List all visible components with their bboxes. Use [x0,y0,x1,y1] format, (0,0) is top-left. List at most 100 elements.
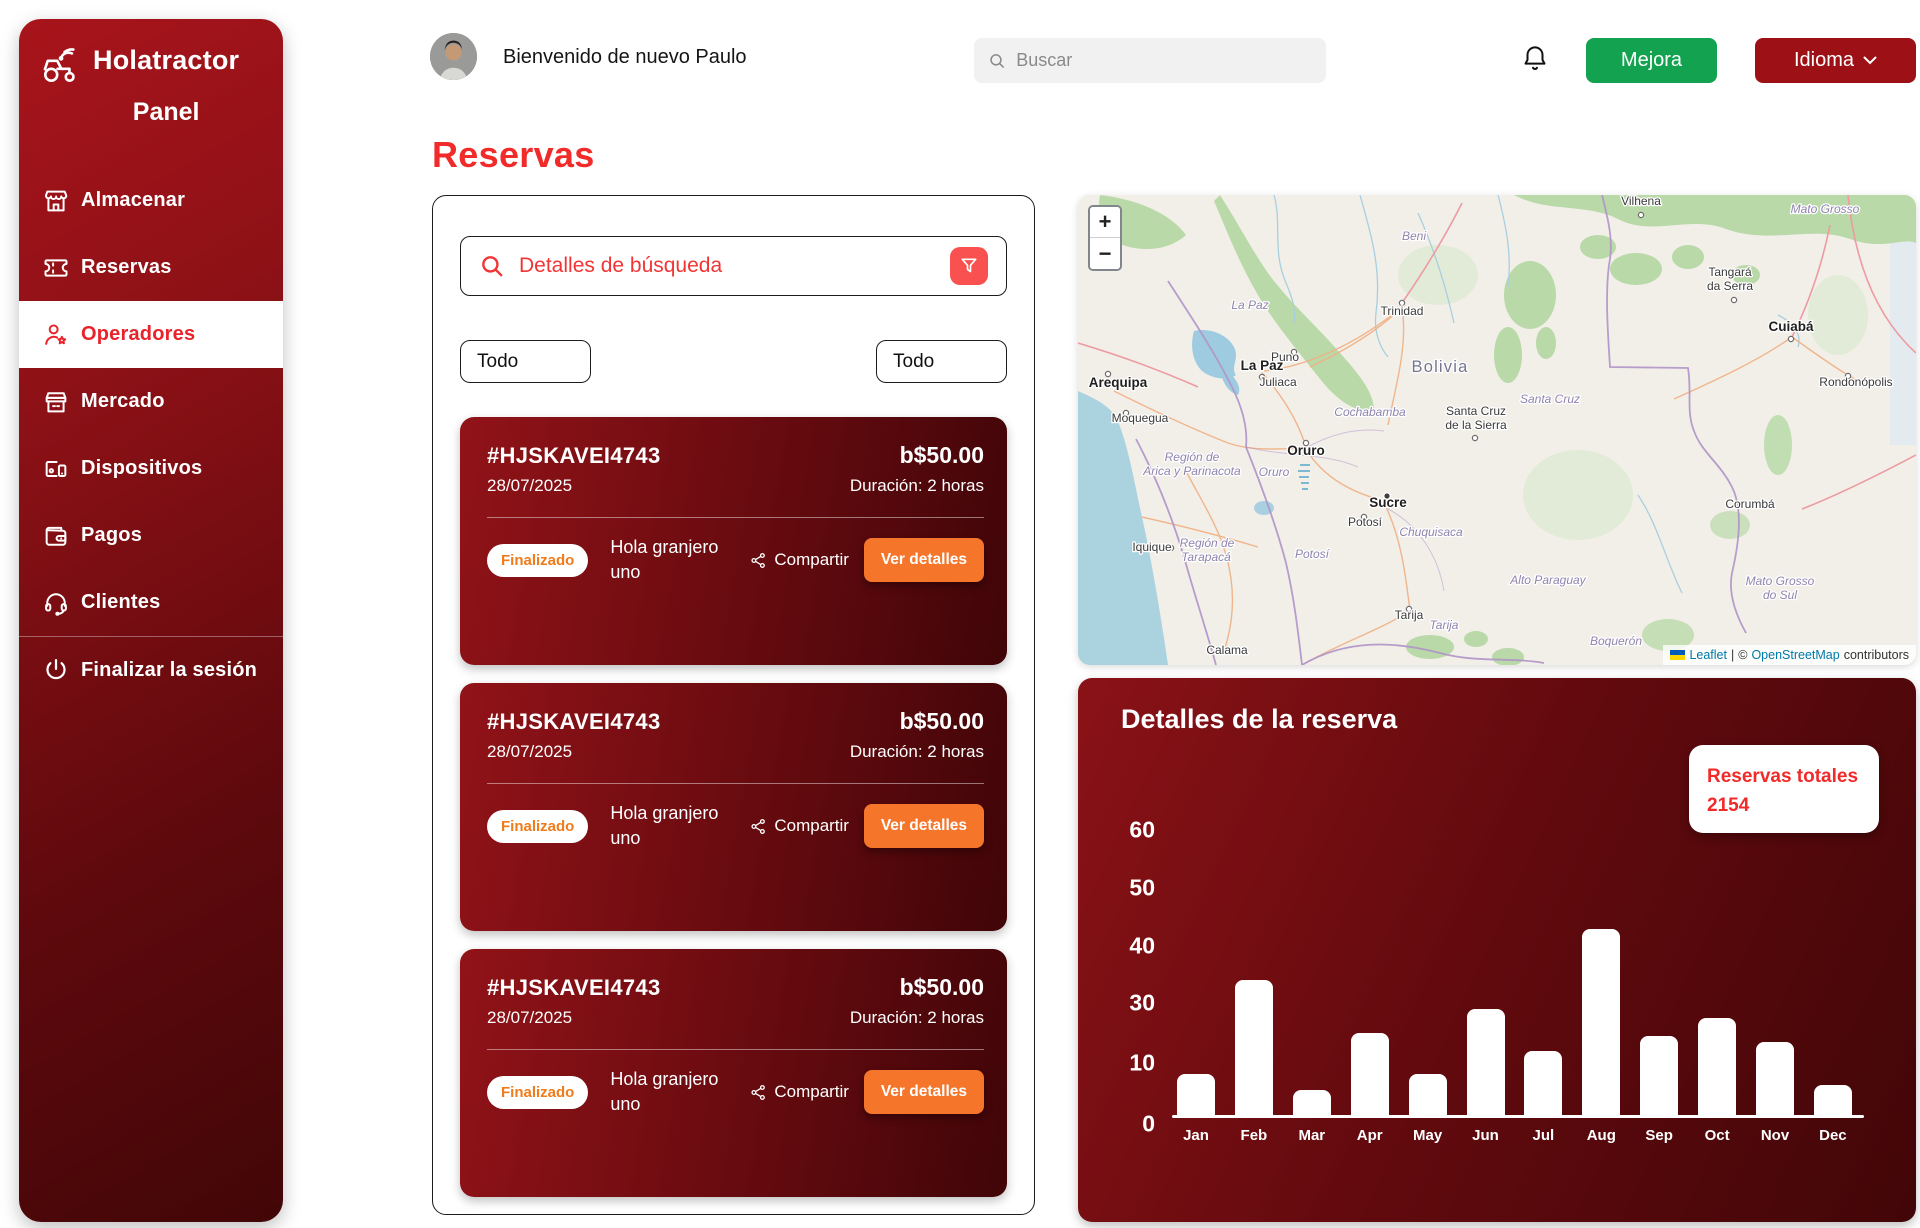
osm-link[interactable]: OpenStreetMap [1751,648,1840,662]
chart-bar-may [1408,1073,1447,1117]
region-borders [1245,429,1445,592]
welcome-text: Bienvenido de nuevo Paulo [503,46,747,68]
x-axis-label: Mar [1298,1127,1326,1144]
divider [487,783,984,784]
view-details-button[interactable]: Ver detalles [863,804,984,849]
chart-title: Detalles de la reserva [1121,704,1398,734]
power-icon [41,655,71,685]
share-button[interactable]: Compartir [750,550,849,570]
zoom-out-button[interactable]: − [1090,238,1120,269]
city-marker [1122,409,1130,417]
notification-bell-icon[interactable] [1520,43,1550,77]
headset-icon [41,588,71,618]
reservation-date: 28/07/2025 [487,1008,573,1027]
reservation-id: #HJSKAVEI4743 [487,443,661,468]
map-label: Santa Cruz [1520,392,1580,406]
status-badge: Finalizado [487,1075,589,1109]
map-label: La Paz [1231,298,1268,312]
city-marker [1405,605,1413,613]
search-input[interactable] [1016,50,1312,71]
sidebar-item-logout[interactable]: Finalizar la sesión [19,636,283,703]
language-button[interactable]: Idioma [1755,38,1916,83]
sidebar-item-label: Clientes [81,591,161,613]
sidebar-item-label: Mercado [81,390,165,412]
share-label: Compartir [774,550,849,570]
major-roads [1078,195,1916,510]
wallet-icon [41,521,71,551]
map-label: Potosí [1348,515,1383,529]
x-axis-label: Dec [1819,1127,1847,1144]
share-button[interactable]: Compartir [750,1082,849,1102]
share-icon [751,1084,766,1100]
x-axis-label: Jan [1183,1127,1209,1144]
chart-bar-apr [1350,1033,1389,1117]
map-zoom-control: + − [1088,205,1122,271]
sidebar-item-label: Almacenar [81,189,186,211]
filter-select-left[interactable]: Todo [460,340,591,383]
page-title: Reservas [432,134,595,175]
sidebar-item-pagos[interactable]: Pagos [19,502,283,569]
sidebar: Holatractor Panel Almacenar Reservas [19,19,283,1222]
upgrade-button[interactable]: Mejora [1586,38,1717,83]
sidebar-menu: Almacenar Reservas Operadores [19,167,283,703]
detail-search-input[interactable] [519,254,936,278]
reservation-date: 28/07/2025 [487,476,573,495]
share-icon [751,552,766,568]
map-label: Moquegua [1112,411,1169,425]
customer-name: Hola granjero uno [610,1069,719,1115]
filter-select-right[interactable]: Todo [876,340,1007,383]
brand: Holatractor Panel [19,19,283,127]
city-marker [1167,544,1175,552]
language-label: Idioma [1793,49,1855,71]
map-label: Bolivia [1411,358,1468,376]
sidebar-item-label: Dispositivos [81,457,203,479]
sidebar-item-clientes[interactable]: Clientes [19,569,283,636]
map-label: Tarapacá [1181,550,1231,564]
sidebar-item-dispositivos[interactable]: Dispositivos [19,435,283,502]
chart-bar-aug [1582,928,1621,1117]
customer-name: Hola granjero uno [610,803,719,849]
chart-bar-oct [1698,1018,1737,1117]
status-badge: Finalizado [487,809,589,843]
view-details-button[interactable]: Ver detalles [863,1070,984,1115]
filter-button[interactable] [950,247,988,285]
city-marker [1637,211,1645,219]
map-label: Iquique [1132,540,1172,554]
city-marker [1383,492,1391,500]
map-panel[interactable]: Puno Juliaca La Paz La Paz Arequipa Moquegua B… [1078,195,1916,665]
attribution-divider: | [1730,648,1735,662]
divider [487,1049,984,1050]
map-label: Mato Grosso [1791,202,1860,216]
city-marker [1360,513,1368,521]
market-icon [41,387,71,417]
contributors-text: contributors [1843,648,1909,662]
detail-search-box[interactable] [460,236,1007,296]
search-icon [990,53,1004,68]
share-button[interactable]: Compartir [750,816,849,836]
sidebar-item-mercado[interactable]: Mercado [19,368,283,435]
filter-selects: Todo Todo [460,340,1007,383]
reservation-card: #HJSKAVEI4743 b$50.00 28/07/2025 Duració… [460,417,1007,665]
view-details-button[interactable]: Ver detalles [863,538,984,583]
sidebar-item-reservas[interactable]: Reservas [19,234,283,301]
zoom-in-button[interactable]: + [1090,207,1120,238]
leaflet-link[interactable]: Leaflet [1689,648,1727,662]
map-label: La Paz [1241,358,1284,373]
reservation-date: 28/07/2025 [487,742,573,761]
map-label: Juliaca [1259,375,1297,389]
sidebar-item-almacenar[interactable]: Almacenar [19,167,283,234]
reservation-id: #HJSKAVEI4743 [487,709,661,734]
map-label: Cochabamba [1334,405,1406,419]
devices-icon [41,454,71,484]
y-axis-tick: 30 [1129,989,1155,1016]
reservations-panel: Todo Todo #HJSKAVEI4743 b$50.00 28/07/20… [432,195,1035,1215]
chart-bar-sep [1640,1036,1679,1117]
avatar[interactable] [430,33,477,80]
chart-bar-mar [1292,1090,1331,1117]
reservation-duration: Duración: 2 horas [849,1008,984,1027]
map-label: Corumbá [1725,497,1775,511]
global-search[interactable] [974,38,1326,83]
map-label: da Serra [1707,279,1753,293]
wetland-stripes [1298,464,1310,490]
sidebar-item-operadores[interactable]: Operadores [19,301,283,368]
